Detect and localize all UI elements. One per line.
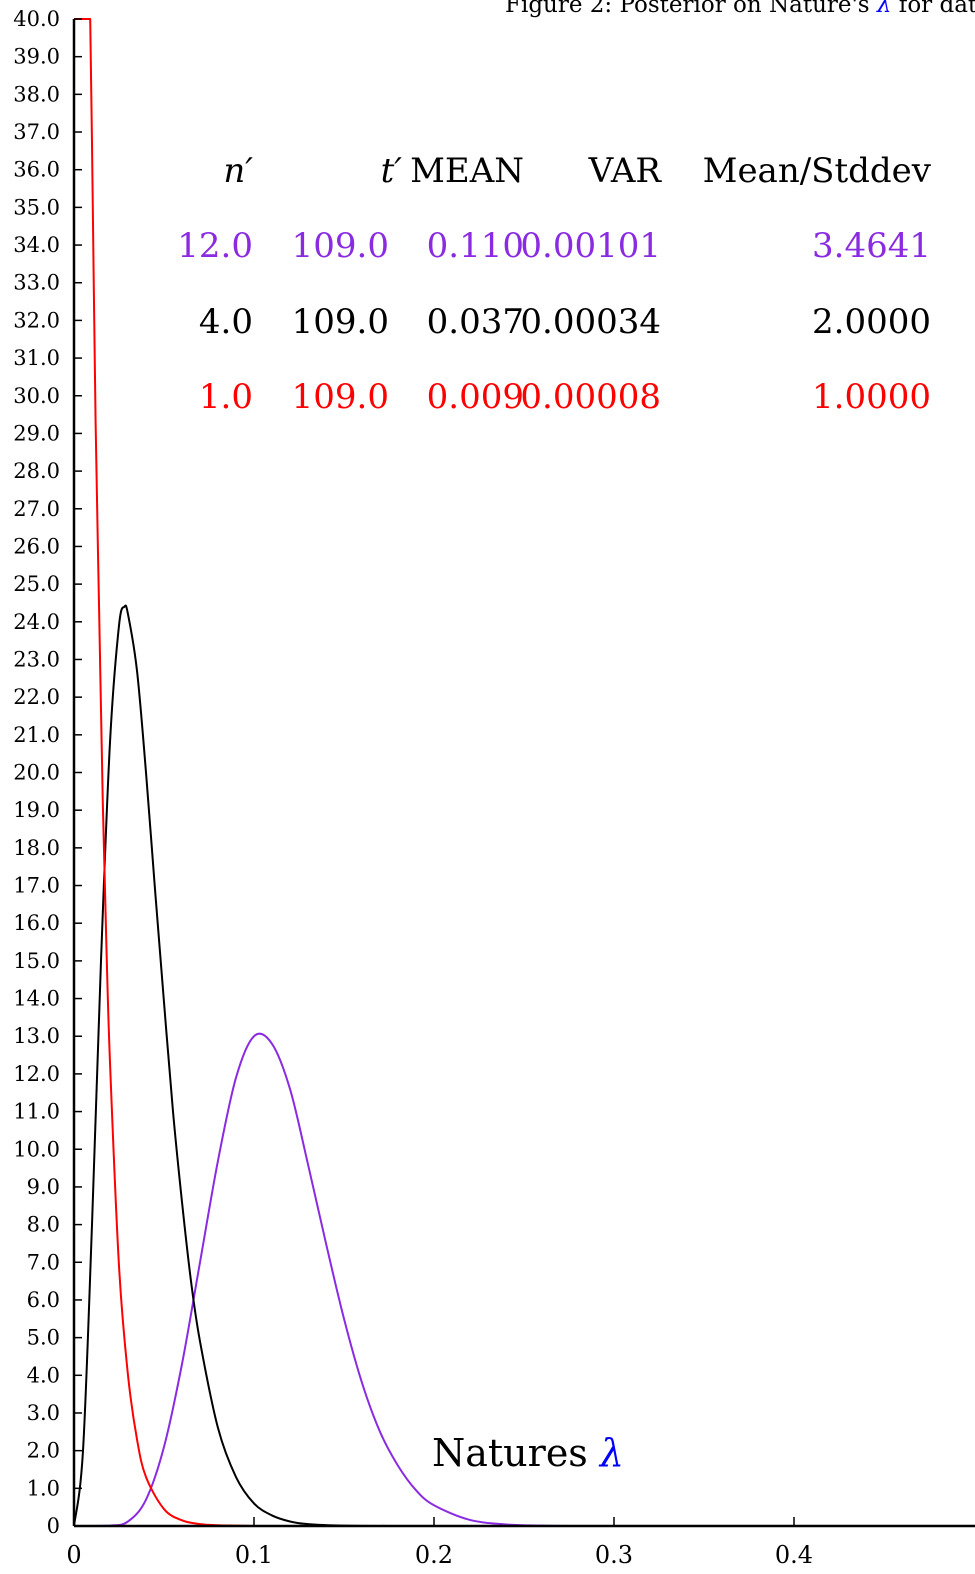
y-tick-label: 16.0 <box>13 911 60 935</box>
y-tick-label: 6.0 <box>27 1288 60 1312</box>
x-tick-label: 0.4 <box>775 1541 813 1569</box>
table-header-var: VAR <box>588 151 663 191</box>
table-header-ratio: Mean/Stddev <box>703 151 932 191</box>
y-tick-label: 17.0 <box>13 874 60 898</box>
y-tick-label: 12.0 <box>13 1062 60 1086</box>
y-tick-label: 18.0 <box>13 836 60 860</box>
y-tick-label: 5.0 <box>27 1326 60 1350</box>
series-line-3 <box>73 18 255 1527</box>
y-tick-label: 38.0 <box>13 82 60 106</box>
y-tick-label: 1.0 <box>27 1476 60 1500</box>
y-tick-label: 24.0 <box>13 610 60 634</box>
row2-t: 109.0 <box>292 302 389 342</box>
y-tick-label: 37.0 <box>13 120 60 144</box>
y-tick-label: 35.0 <box>13 195 60 219</box>
y-tick-label: 34.0 <box>13 233 60 257</box>
y-tick-label: 33.0 <box>13 271 60 295</box>
y-tick-label: 28.0 <box>13 459 60 483</box>
row3-var: 0.00008 <box>520 377 661 417</box>
y-tick-label: 23.0 <box>13 647 60 671</box>
y-tick-label: 14.0 <box>13 987 60 1011</box>
row3-ratio: 1.0000 <box>812 377 931 417</box>
series-line-1 <box>73 1032 579 1527</box>
x-axis-label-text: Natures <box>432 1431 600 1475</box>
chart-title-lambda: λ <box>876 0 892 18</box>
y-tick-label: 25.0 <box>13 572 60 596</box>
y-tick-label: 32.0 <box>13 308 60 332</box>
table-header-mean: MEAN <box>410 151 524 191</box>
x-tick-label: 0.3 <box>595 1541 633 1569</box>
y-tick-label: 11.0 <box>13 1100 60 1124</box>
y-tick-label: 31.0 <box>13 346 60 370</box>
row2-ratio: 2.0000 <box>812 302 931 342</box>
row3-mean: 0.009 <box>427 377 524 417</box>
y-tick-label: 4.0 <box>27 1363 60 1387</box>
y-tick-label: 27.0 <box>13 497 60 521</box>
y-tick-label: 19.0 <box>13 798 60 822</box>
y-tick-label: 36.0 <box>13 158 60 182</box>
row3-t: 109.0 <box>292 377 389 417</box>
y-tick-label: 20.0 <box>13 761 60 785</box>
chart-title: Figure 2: Posterior on Nature's λ for da… <box>505 0 975 18</box>
y-tick-label: 29.0 <box>13 421 60 445</box>
chart-title-prefix: Figure 2: Posterior on Nature's <box>505 0 877 18</box>
x-tick-label: 0.2 <box>415 1541 453 1569</box>
row2-mean: 0.037 <box>427 302 524 342</box>
y-tick-label: 3.0 <box>27 1401 60 1425</box>
row1-ratio: 3.4641 <box>812 226 931 266</box>
chart-title-suffix: for data in Ta <box>892 0 975 18</box>
row1-n: 12.0 <box>177 226 253 266</box>
y-tick-label: 2.0 <box>27 1439 60 1463</box>
x-tick-label: 0.1 <box>235 1541 273 1569</box>
y-tick-label: 21.0 <box>13 723 60 747</box>
row2-n: 4.0 <box>199 302 253 342</box>
series-layer <box>73 18 579 1527</box>
table-header-t: t′ <box>381 151 403 191</box>
y-tick-label: 0 <box>47 1514 60 1538</box>
y-tick-label: 8.0 <box>27 1213 60 1237</box>
row1-mean: 0.110 <box>427 226 524 266</box>
y-tick-label: 39.0 <box>13 45 60 69</box>
y-tick-label: 26.0 <box>13 534 60 558</box>
y-tick-label: 7.0 <box>27 1250 60 1274</box>
y-tick-label: 30.0 <box>13 384 60 408</box>
y-tick-label: 40.0 <box>13 7 60 31</box>
y-tick-label: 22.0 <box>13 685 60 709</box>
x-tick-label: 0 <box>66 1541 81 1569</box>
x-tick-layer: 0 0.1 0.2 0.3 0.4 <box>66 1517 813 1569</box>
row1-var: 0.00101 <box>520 226 661 266</box>
stats-table: n′ t′ MEAN VAR Mean/Stddev 12.0 109.0 0.… <box>177 151 931 417</box>
series-line-2 <box>73 604 399 1527</box>
x-axis-label: Natures λ <box>432 1431 624 1475</box>
x-axis-label-lambda: λ <box>598 1431 624 1475</box>
y-tick-label: 9.0 <box>27 1175 60 1199</box>
y-tick-label: 15.0 <box>13 949 60 973</box>
y-tick-label: 10.0 <box>13 1137 60 1161</box>
table-header-n: n′ <box>223 151 253 191</box>
y-tick-label: 13.0 <box>13 1024 60 1048</box>
y-tick-layer: 0 1.0 2.0 3.0 4.0 5.0 6.0 7.0 8.0 9.0 10.0 11.0 12.0… <box>13 7 82 1538</box>
row3-n: 1.0 <box>199 377 253 417</box>
row1-t: 109.0 <box>292 226 389 266</box>
row2-var: 0.00034 <box>520 302 661 342</box>
